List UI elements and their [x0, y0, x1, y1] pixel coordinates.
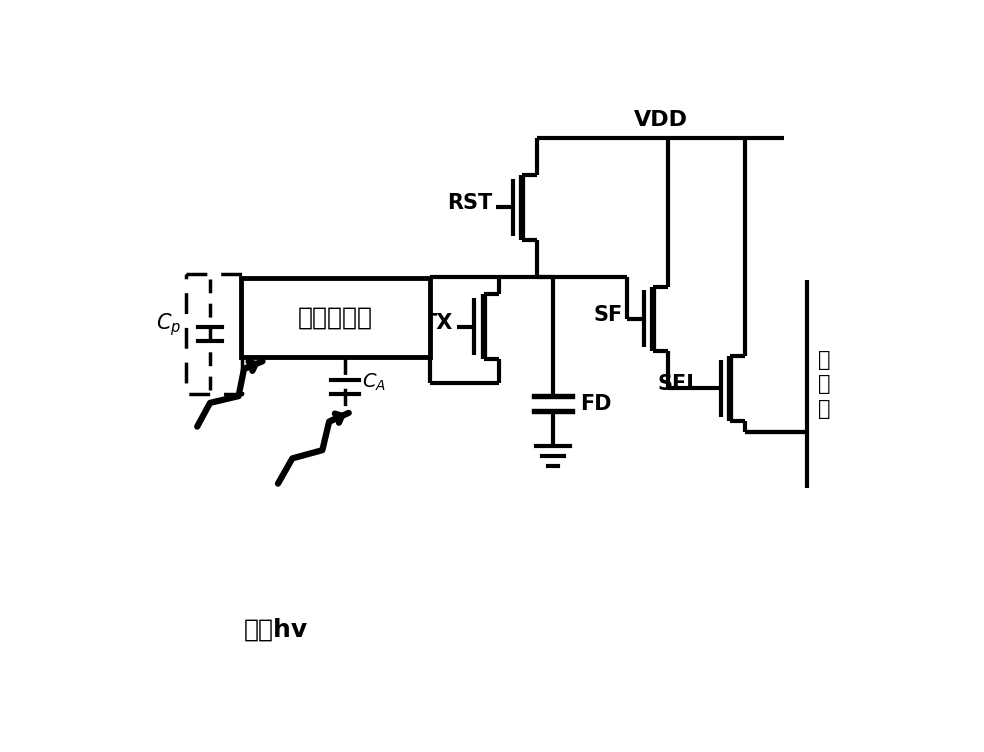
- Text: SEL: SEL: [657, 374, 700, 394]
- Text: FD: FD: [580, 393, 611, 414]
- Text: 光电二极管: 光电二极管: [298, 306, 373, 330]
- Text: RST: RST: [447, 193, 492, 214]
- FancyBboxPatch shape: [241, 278, 430, 357]
- Text: 光照hv: 光照hv: [244, 617, 308, 641]
- Text: TX: TX: [423, 313, 454, 333]
- Text: $C_A$: $C_A$: [362, 371, 386, 393]
- Text: VDD: VDD: [634, 111, 688, 130]
- Text: 列
输
出: 列 输 出: [819, 350, 830, 419]
- Text: SF: SF: [593, 305, 623, 325]
- Text: $C_p$: $C_p$: [155, 311, 181, 338]
